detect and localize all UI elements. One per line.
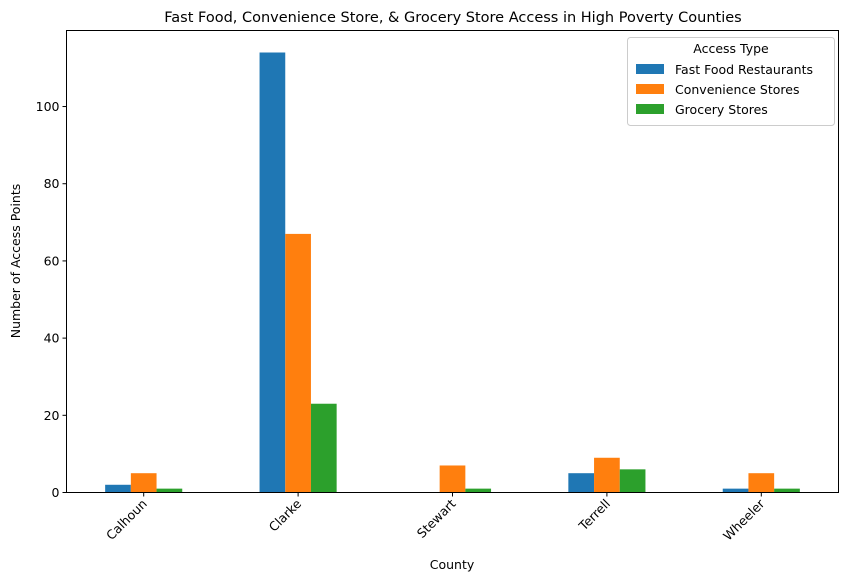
x-axis: Calhoun Clarke Stewart Terrell Wheeler xyxy=(103,492,768,543)
legend: Access Type Fast Food Restaurants Conveni… xyxy=(627,37,835,126)
bar-fast-food-restaurants-wheeler xyxy=(722,488,749,493)
bar-convenience-stores-calhoun xyxy=(130,473,157,493)
bar-fast-food-restaurants-calhoun xyxy=(105,484,131,493)
plot-frame xyxy=(66,30,839,493)
legend-entries: Fast Food Restaurants Convenience Stores G… xyxy=(636,62,813,117)
bar-convenience-stores-wheeler xyxy=(748,473,775,493)
legend-label-convenience-stores: Convenience Stores xyxy=(675,82,799,97)
y-tick-label: 40 xyxy=(44,331,60,346)
bar-grocery-stores-wheeler xyxy=(774,488,800,493)
x-tick-label: Calhoun xyxy=(103,496,150,543)
y-tick-label: 60 xyxy=(44,253,60,268)
legend-swatch-fast-food-restaurants xyxy=(636,64,664,74)
bar-convenience-stores-terrell xyxy=(594,457,620,493)
y-axis: 0 20 40 60 80 100 xyxy=(36,99,67,500)
x-tick-label: Terrell xyxy=(575,496,613,534)
x-axis-label: County xyxy=(430,557,475,572)
bar-grocery-stores-terrell xyxy=(619,469,646,493)
y-axis-label: Number of Access Points xyxy=(8,184,23,339)
bar-grocery-stores-calhoun xyxy=(156,488,183,493)
legend-label-fast-food-restaurants: Fast Food Restaurants xyxy=(675,62,813,77)
y-tick-label: 100 xyxy=(36,99,60,114)
bars-group xyxy=(105,52,800,493)
legend-swatch-grocery-stores xyxy=(636,104,664,114)
x-tick-label: Wheeler xyxy=(720,495,768,543)
x-tick-label: Clarke xyxy=(266,496,305,535)
y-tick-label: 0 xyxy=(52,485,60,500)
bar-convenience-stores-stewart xyxy=(439,465,466,493)
bar-grocery-stores-clarke xyxy=(310,403,337,493)
bar-grocery-stores-stewart xyxy=(465,488,492,493)
y-tick-label: 20 xyxy=(44,408,60,423)
y-tick-label: 80 xyxy=(44,176,60,191)
bar-fast-food-restaurants-terrell xyxy=(568,473,595,493)
x-tick-label: Stewart xyxy=(414,496,459,541)
chart-title: Fast Food, Convenience Store, & Grocery … xyxy=(164,10,741,26)
legend-swatch-convenience-stores xyxy=(636,84,664,94)
bar-convenience-stores-clarke xyxy=(285,233,311,493)
legend-frame xyxy=(627,37,835,126)
legend-title: Access Type xyxy=(693,41,769,56)
legend-label-grocery-stores: Grocery Stores xyxy=(675,102,768,117)
bar-fast-food-restaurants-clarke xyxy=(259,52,286,493)
